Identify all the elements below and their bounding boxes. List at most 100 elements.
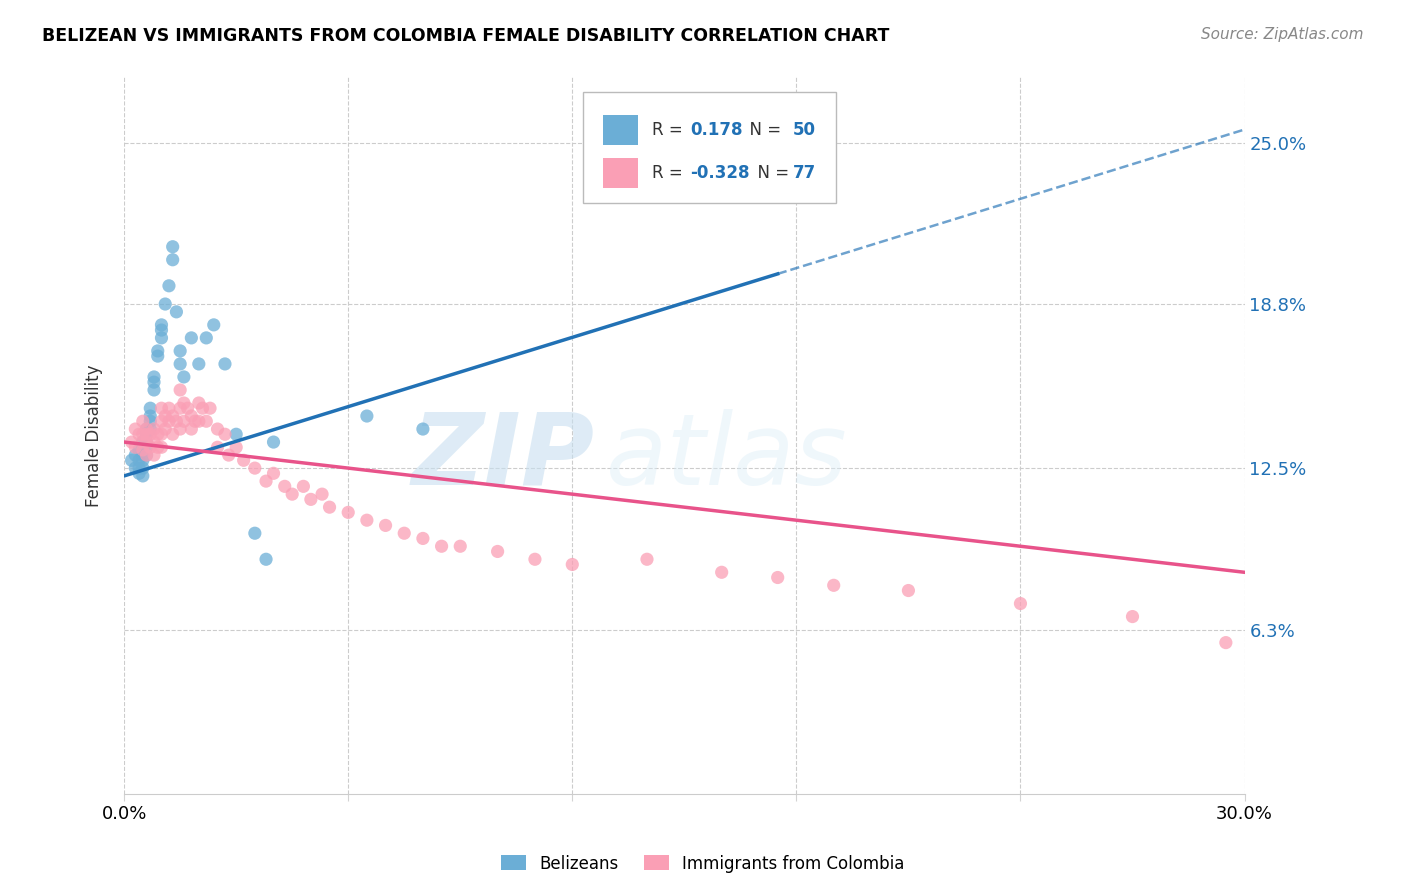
Point [243, 526, 266, 541]
Point [150, 427, 173, 442]
Point [143, 375, 166, 389]
Point [263, 467, 285, 481]
Point [356, 409, 378, 423]
Point [214, 357, 236, 371]
Point [132, 440, 155, 454]
Point [356, 513, 378, 527]
Point [150, 414, 173, 428]
Y-axis label: Female Disability: Female Disability [86, 364, 103, 507]
Point [162, 427, 184, 442]
Point [195, 331, 218, 345]
Point [135, 422, 157, 436]
Point [187, 414, 209, 428]
Point [218, 448, 240, 462]
Point [766, 570, 789, 584]
Text: R =: R = [652, 164, 688, 182]
Point [292, 479, 315, 493]
Point [1121, 609, 1143, 624]
Point [132, 414, 155, 428]
Point [169, 383, 191, 397]
Point [165, 305, 187, 319]
Point [173, 414, 195, 428]
Point [187, 396, 209, 410]
Point [281, 487, 304, 501]
Legend: Belizeans, Immigrants from Colombia: Belizeans, Immigrants from Colombia [495, 848, 911, 880]
Point [169, 343, 191, 358]
Point [146, 440, 169, 454]
Point [150, 401, 173, 416]
Point [191, 401, 214, 416]
Point [173, 370, 195, 384]
Point [121, 453, 143, 467]
Point [143, 383, 166, 397]
Bar [603, 115, 638, 145]
Point [155, 422, 177, 436]
Text: 0.178: 0.178 [690, 120, 742, 139]
Point [1010, 597, 1032, 611]
Point [139, 401, 162, 416]
Point [165, 414, 187, 428]
Point [162, 409, 184, 423]
Point [337, 505, 360, 519]
Point [146, 343, 169, 358]
Point [311, 487, 333, 501]
FancyBboxPatch shape [583, 92, 835, 202]
Point [139, 440, 162, 454]
Point [132, 435, 155, 450]
Point [157, 278, 180, 293]
Point [135, 448, 157, 462]
Point [143, 448, 166, 462]
Point [139, 427, 162, 442]
Point [299, 492, 322, 507]
Point [374, 518, 396, 533]
Point [155, 297, 177, 311]
Point [254, 474, 277, 488]
Point [449, 539, 471, 553]
Point [207, 422, 229, 436]
Point [139, 409, 162, 423]
Point [207, 440, 229, 454]
Point [318, 500, 340, 515]
Point [128, 427, 150, 442]
Point [121, 435, 143, 450]
Text: N =: N = [740, 120, 786, 139]
Point [132, 469, 155, 483]
Point [202, 318, 225, 332]
Point [132, 427, 155, 442]
Text: BELIZEAN VS IMMIGRANTS FROM COLOMBIA FEMALE DISABILITY CORRELATION CHART: BELIZEAN VS IMMIGRANTS FROM COLOMBIA FEM… [42, 27, 890, 45]
Point [132, 453, 155, 467]
Point [243, 461, 266, 475]
Point [124, 461, 146, 475]
Text: ZIP: ZIP [412, 409, 595, 506]
Point [198, 401, 221, 416]
Point [132, 442, 155, 457]
Point [523, 552, 546, 566]
Point [225, 440, 247, 454]
Text: 50: 50 [793, 120, 815, 139]
Text: 77: 77 [793, 164, 817, 182]
Point [232, 453, 254, 467]
Point [412, 532, 434, 546]
Point [132, 461, 155, 475]
Point [173, 396, 195, 410]
Point [135, 435, 157, 450]
Point [1215, 635, 1237, 649]
Point [162, 240, 184, 254]
Point [176, 401, 198, 416]
Point [155, 409, 177, 423]
Point [180, 422, 202, 436]
Point [263, 435, 285, 450]
Point [132, 448, 155, 462]
Point [897, 583, 920, 598]
Point [157, 401, 180, 416]
Text: N =: N = [747, 164, 794, 182]
Point [187, 357, 209, 371]
Text: R =: R = [652, 120, 688, 139]
Point [225, 427, 247, 442]
Point [823, 578, 845, 592]
Point [128, 461, 150, 475]
Point [184, 414, 207, 428]
Point [710, 566, 733, 580]
Point [124, 422, 146, 436]
Point [486, 544, 509, 558]
